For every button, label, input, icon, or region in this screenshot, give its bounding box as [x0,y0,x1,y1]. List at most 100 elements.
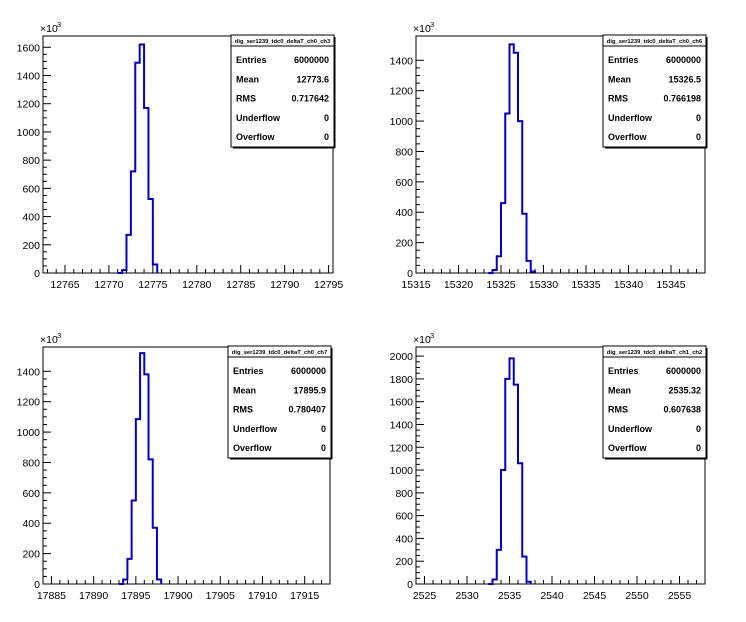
stats-label: Overflow [608,132,648,142]
stats-label: Underflow [608,424,653,434]
stats-label: Overflow [236,132,276,142]
y-tick-label: 600 [395,511,413,523]
y-tick-label: 800 [22,457,40,469]
x-tick-label: 15320 [444,279,473,291]
histogram-bin [140,353,144,584]
y-tick-label: 800 [395,146,413,158]
y-tick-label: 1000 [390,465,414,477]
stats-label: Underflow [233,424,278,434]
x-tick-label: 15325 [486,279,515,291]
y-tick-label: 800 [22,155,40,167]
histogram-bin [497,256,501,273]
histogram-bin [518,121,522,273]
stats-label: RMS [236,94,256,104]
histogram-title: dig_ser1239_tdc0_deltaT_ch0_ch7 [232,350,327,356]
stats-value: 0.607638 [663,405,701,415]
stats-box [230,34,335,148]
stats-value: 0 [696,132,701,142]
y-tick-label: 2000 [390,351,414,363]
stats-label: Mean [236,74,259,84]
x-tick-label: 17910 [248,590,277,602]
y-tick-label: 0 [34,579,40,591]
stats-label: Mean [608,74,631,84]
y-tick-label: 1400 [390,419,414,431]
histogram-bin [140,44,144,273]
histogram-outline [488,357,532,585]
x-tick-label: 12765 [50,279,79,291]
histogram-bin [518,463,522,584]
y-multiplier-exponent: 3 [57,331,61,340]
x-tick-label: 15345 [656,279,685,291]
histogram-bin [527,261,531,273]
histogram-bin [493,270,497,273]
histogram-bin [144,108,148,273]
y-tick-label: 1600 [390,397,414,409]
x-tick-label: 12780 [182,279,211,291]
x-tick-label: 2530 [455,590,479,602]
histogram-outline [488,43,536,274]
y-tick-label: 1000 [17,427,41,439]
histogram-bin [497,550,501,584]
histogram-bin [501,470,505,584]
y-multiplier-exponent: 3 [57,20,61,29]
y-tick-label: 0 [407,268,413,280]
stats-label: RMS [608,405,628,415]
stats-value: 0 [696,443,701,453]
y-tick-label: 1000 [390,116,414,128]
y-tick-label: 1200 [17,99,41,111]
histogram-bin [531,271,535,273]
x-tick-label: 2555 [668,590,692,602]
histogram-bin [501,203,505,273]
y-tick-label: 1200 [17,397,41,409]
y-multiplier-exponent: 3 [430,20,434,29]
y-tick-label: 0 [407,579,413,591]
y-tick-label: 600 [395,177,413,189]
histogram-panel-3: 0 200 400 600 800 1000 1200 1400 17885 17890 17895… [17,331,333,602]
y-multiplier: ×10 [413,334,431,346]
stats-value: 6000000 [666,366,701,376]
x-tick-label: 15335 [571,279,600,291]
stats-value: 6000000 [294,55,329,65]
histogram-title: dig_ser1239_tdc0_deltaT_ch0_ch3 [235,39,331,45]
histogram-bin [522,214,526,273]
stats-label: Entries [233,366,264,376]
stats-label: Underflow [236,113,281,123]
histogram-bin [493,579,497,584]
histogram-bin [136,419,140,584]
y-multiplier: ×10 [40,23,58,35]
histogram-bin [126,235,130,273]
x-tick-label: 15340 [614,279,643,291]
y-tick-label: 200 [22,549,40,561]
stats-label: Underflow [608,113,653,123]
stats-value: 6000000 [666,55,701,65]
stats-label: Mean [608,385,631,395]
x-tick-label: 12795 [314,279,343,291]
histogram-panel-2: 0 200 400 600 800 1000 1200 1400 15315 15320 15325… [390,20,708,291]
stats-box [602,345,707,459]
y-multiplier: ×10 [40,334,58,346]
stats-value: 0 [696,424,701,434]
y-tick-label: 1400 [17,71,41,83]
stats-value: 6000000 [291,366,326,376]
x-tick-label: 2535 [498,590,522,602]
histogram-bin [505,379,509,584]
histogram-bin [144,374,148,584]
y-tick-label: 800 [395,488,413,500]
y-tick-label: 1200 [390,86,414,98]
stats-label: Entries [236,55,267,65]
x-tick-label: 15315 [401,279,430,291]
y-tick-label: 400 [22,212,40,224]
stats-value: 0 [324,113,329,123]
x-tick-label: 17915 [290,590,319,602]
y-tick-label: 0 [34,268,40,280]
y-multiplier-exponent: 3 [430,331,434,340]
histogram-bin [153,528,157,584]
stats-label: Entries [608,55,639,65]
y-tick-label: 1400 [390,55,414,67]
y-multiplier: ×10 [413,23,431,35]
y-tick-label: 400 [395,207,413,219]
histogram-bin [510,358,514,584]
y-tick-label: 1000 [17,127,41,139]
histogram-bin [157,579,161,584]
stats-box [227,345,332,459]
